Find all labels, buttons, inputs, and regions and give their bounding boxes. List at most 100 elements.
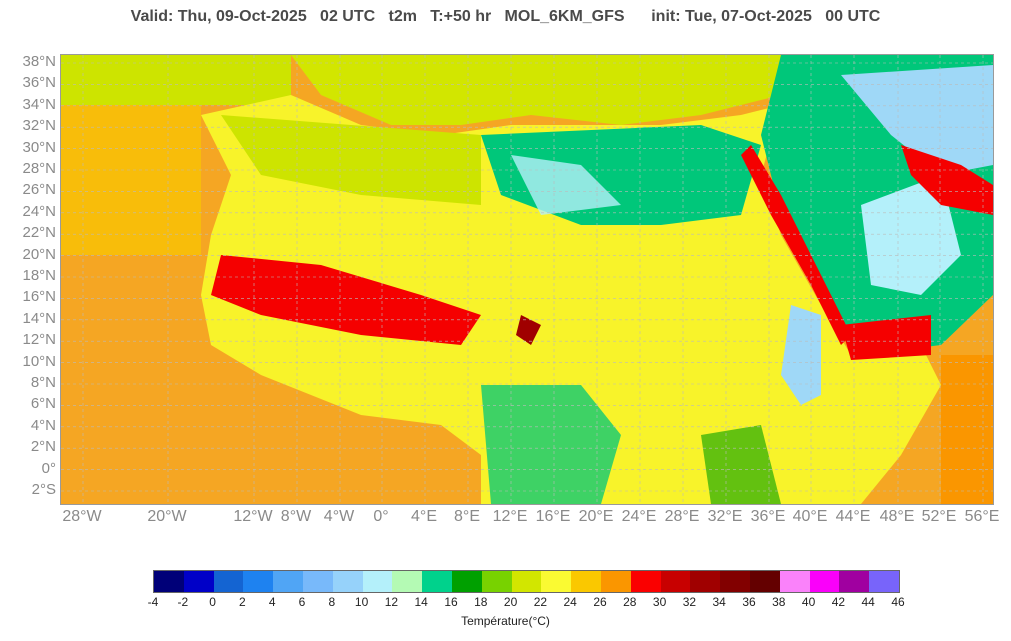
color-bar-swatch <box>600 571 631 592</box>
sahel-hot-band <box>211 255 481 345</box>
lat-label: 22°N <box>22 224 56 242</box>
africa-land <box>201 95 941 504</box>
color-bar-swatch <box>183 571 214 592</box>
color-bar-tick-label: 24 <box>563 595 577 609</box>
lon-label: 8°W <box>280 508 312 525</box>
color-bar-title: Température(°C) <box>461 614 550 628</box>
gulf-of-aden <box>841 315 931 360</box>
lon-label: 28°W <box>62 508 102 525</box>
persian-gulf <box>901 145 993 215</box>
color-bar-swatch <box>392 571 423 592</box>
color-bar-tick-label: 22 <box>533 595 548 609</box>
color-bar-tick-label: 16 <box>444 595 458 609</box>
color-bar-tick-label: 12 <box>384 595 399 609</box>
lat-label: 12°N <box>22 331 56 349</box>
lat-label: 34°N <box>22 95 56 113</box>
lon-label: 44°E <box>835 508 871 525</box>
color-bar-swatch <box>839 571 870 592</box>
color-bar <box>153 570 900 593</box>
lat-label: 18°N <box>22 267 56 284</box>
color-bar-tick-label: 10 <box>354 595 369 609</box>
lon-label: 4°E <box>411 508 437 525</box>
lon-label: 20°W <box>147 508 187 525</box>
lat-label: 30°N <box>22 138 56 156</box>
color-bar-tick-label: 6 <box>298 595 306 609</box>
lon-label: 0° <box>373 508 389 525</box>
color-bar-swatch <box>481 571 512 592</box>
lon-label: 8°E <box>454 508 480 525</box>
color-bar-swatch <box>422 571 452 592</box>
east-africa-green <box>701 425 781 504</box>
lat-label: 14°N <box>22 309 56 327</box>
color-bar-swatch <box>720 571 750 592</box>
color-bar-tick-label: 26 <box>593 595 607 609</box>
color-bar-swatch <box>571 571 601 592</box>
color-bar-tick-label: 20 <box>503 595 518 609</box>
color-bar-tick-label: 18 <box>474 595 488 609</box>
north-africa-green <box>221 115 481 205</box>
sahara-cool-patch <box>511 155 621 215</box>
map-canvas <box>61 55 993 504</box>
lat-label: 8°N <box>30 374 56 391</box>
lat-label: 20°N <box>22 245 56 263</box>
color-bar-swatch <box>511 571 542 592</box>
lon-label: 40°E <box>792 508 828 525</box>
lon-label: 56°E <box>964 508 1000 525</box>
lat-label: 36°N <box>22 74 56 92</box>
map-grid <box>61 55 993 504</box>
color-bar-tick-label: 44 <box>861 595 875 609</box>
color-bar-tick-label: -4 <box>147 595 159 609</box>
lat-label: 28°N <box>22 160 56 177</box>
lon-label: 52°E <box>921 508 957 525</box>
lon-label: 32°E <box>707 508 743 525</box>
lat-label: 6°N <box>30 395 56 413</box>
color-bar-swatch <box>660 571 691 592</box>
lon-label: 24°E <box>621 508 657 525</box>
color-bar-swatch <box>749 571 780 592</box>
color-bar-tick-label: 46 <box>891 595 905 609</box>
color-bar-tick-label: 30 <box>652 595 667 609</box>
color-bar-tick-label: 4 <box>268 595 276 609</box>
color-bar-swatch <box>541 571 572 592</box>
color-bar-swatch <box>332 571 363 592</box>
color-bar-tick-label: 32 <box>682 595 697 609</box>
lat-label: 24°N <box>22 202 56 220</box>
color-bar-tick-label: 34 <box>712 595 726 609</box>
lon-label: 4°W <box>323 508 355 525</box>
lat-label: 4°N <box>30 416 56 434</box>
color-bar-tick-label: 14 <box>414 595 428 609</box>
lat-label: 2°S <box>31 481 56 498</box>
lat-label: 0° <box>41 459 56 477</box>
congo-green-area <box>481 385 621 504</box>
lon-label: 28°E <box>664 508 700 525</box>
color-bar-swatch <box>154 571 184 592</box>
temperature-map[interactable] <box>60 54 994 505</box>
color-bar-swatch <box>869 571 899 592</box>
lon-label: 16°E <box>535 508 571 525</box>
color-bar-swatch <box>809 571 840 592</box>
lon-label: 20°E <box>578 508 614 525</box>
indian-ocean <box>941 355 993 504</box>
lon-label: 12°E <box>492 508 528 525</box>
color-bar-ticks: -4 -2 0 2 4 6 8 10 12 14 16 18 20 22 24 26 28 30 32 34 36 38 4… <box>148 595 905 609</box>
color-bar-tick-label: 40 <box>801 595 816 609</box>
lat-label: 10°N <box>22 352 56 370</box>
color-bar-tick-label: 36 <box>742 595 756 609</box>
arabia-cool-interior <box>861 175 961 295</box>
color-bar-swatch <box>302 571 333 592</box>
color-bar-swatch <box>630 571 661 592</box>
color-bar-swatch <box>451 571 482 592</box>
arabia-cool-region <box>841 65 993 175</box>
mediterranean-sea <box>291 55 781 125</box>
color-bar-swatch <box>243 571 274 592</box>
atlantic-cool-band <box>61 55 291 105</box>
lon-label: 12°W <box>233 508 273 525</box>
lat-label: 26°N <box>22 181 56 199</box>
color-bar-tick-label: 8 <box>328 595 336 609</box>
map-title: Valid: Thu, 09-Oct-2025 02 UTC t2m T:+50… <box>130 8 881 25</box>
lat-label: 38°N <box>22 53 56 70</box>
lat-label: 2°N <box>30 438 56 456</box>
color-bar-tick-label: 0 <box>209 595 216 609</box>
color-bar-swatch <box>273 571 303 592</box>
lake-chad-hot-spot <box>516 315 541 345</box>
